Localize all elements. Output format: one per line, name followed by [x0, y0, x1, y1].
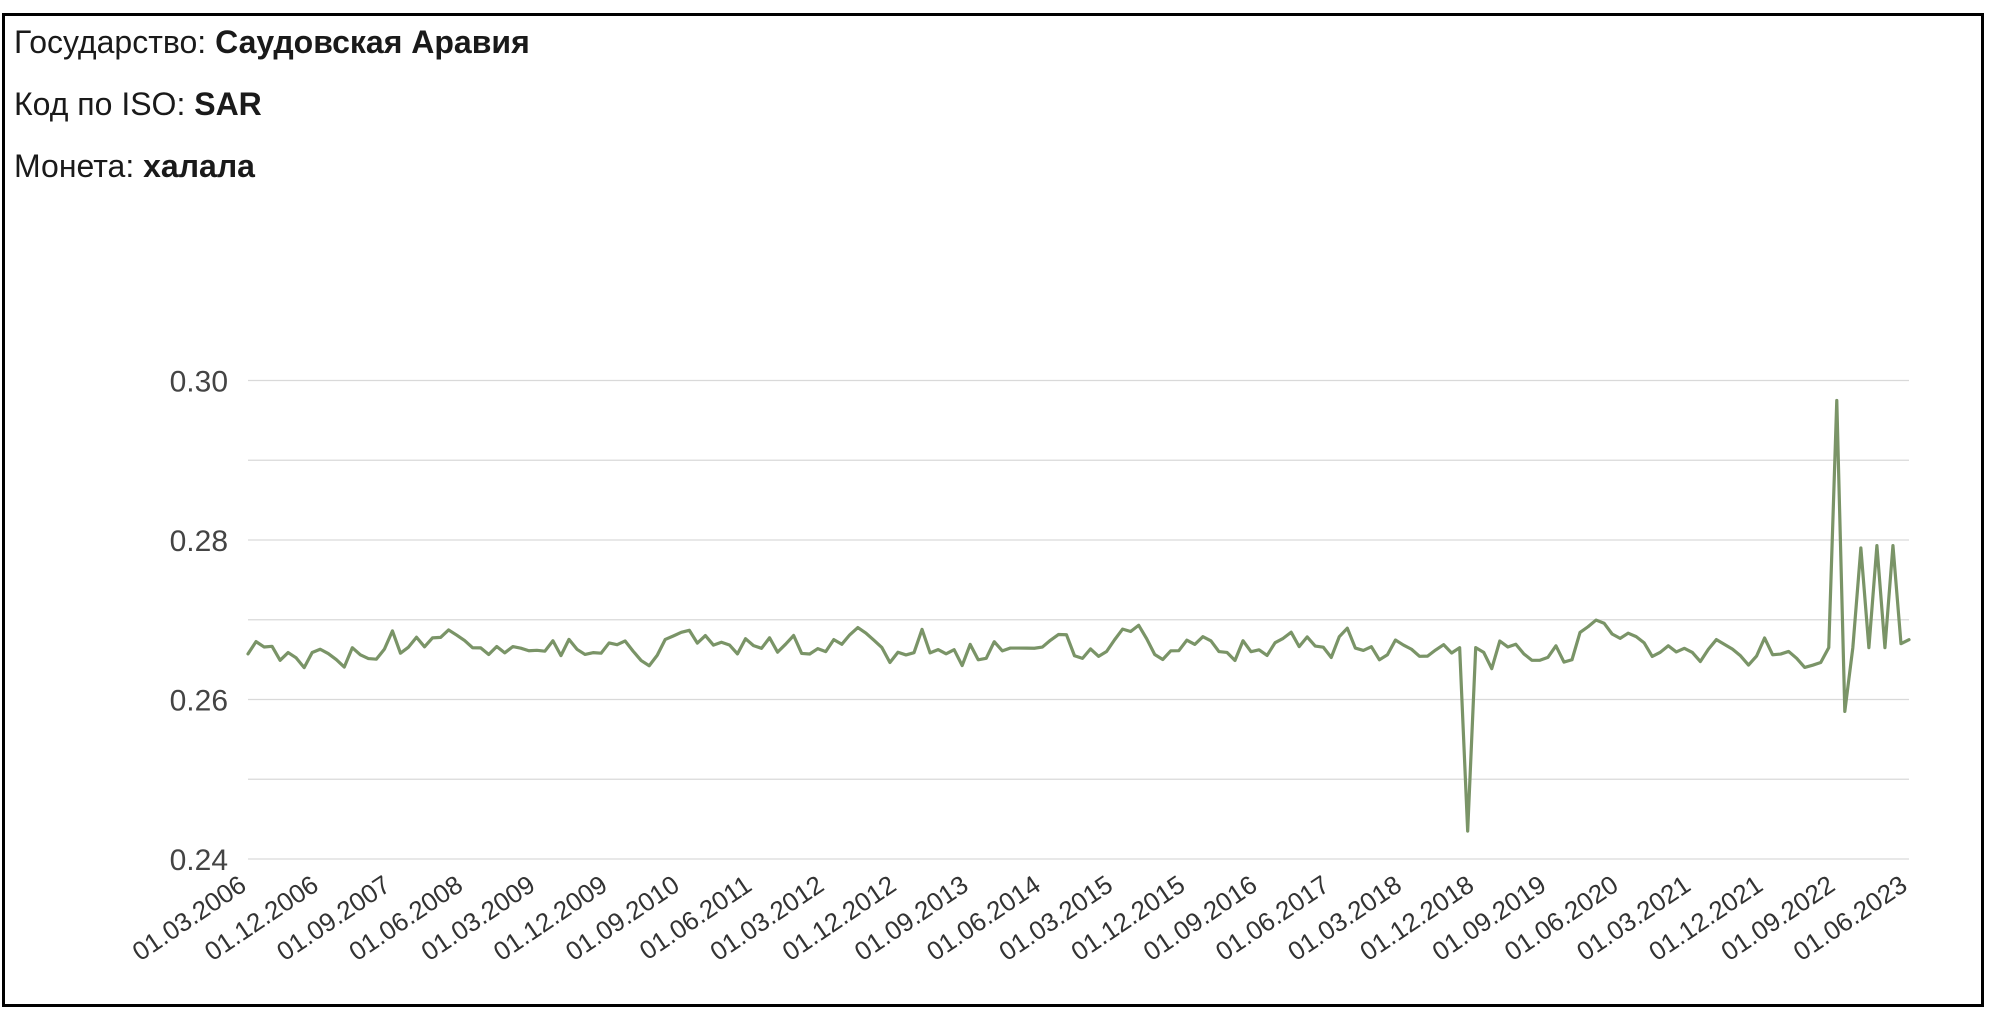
svg-text:0.30: 0.30 — [170, 366, 228, 399]
svg-text:0.28: 0.28 — [170, 525, 228, 558]
svg-text:0.26: 0.26 — [170, 685, 228, 718]
svg-text:0.24: 0.24 — [170, 844, 228, 877]
